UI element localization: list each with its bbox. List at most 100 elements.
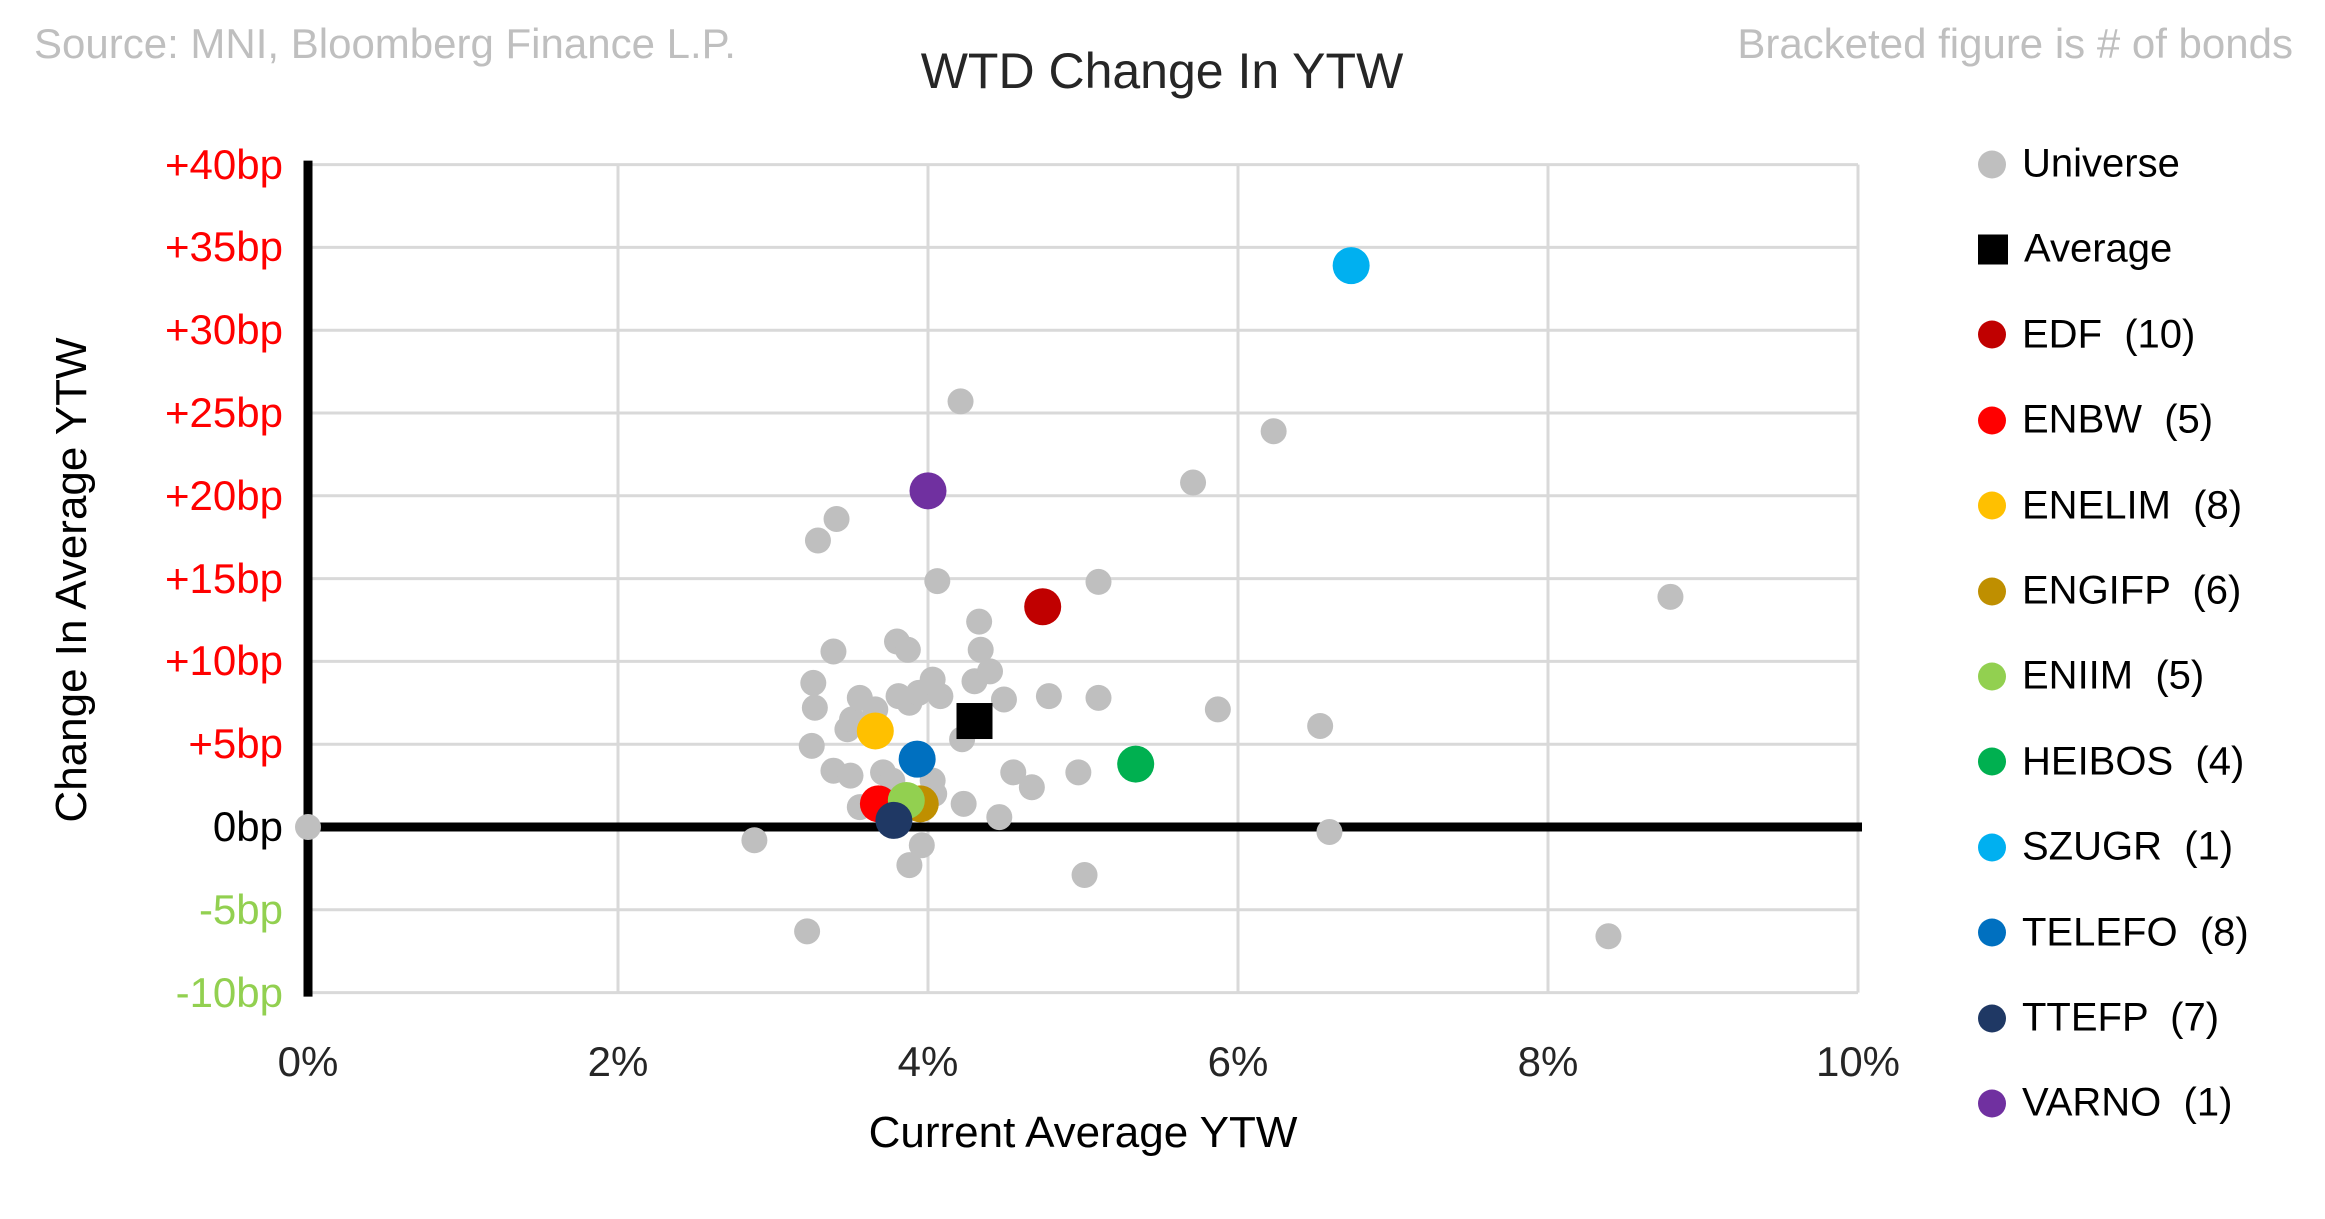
- legend-marker-circle-icon: [1978, 406, 2006, 435]
- legend-item-telefo: TELEFO (8): [1978, 910, 2249, 955]
- y-tick-label: +5bp: [188, 720, 283, 768]
- data-point-varno: [909, 472, 947, 510]
- legend-marker-circle-icon: [1978, 662, 2006, 691]
- legend-label: Average: [2024, 226, 2173, 271]
- legend-marker-circle-icon: [1978, 150, 2006, 178]
- x-tick-label: 6%: [1207, 1038, 1269, 1085]
- legend-label: TTEFP (7): [2022, 995, 2220, 1040]
- data-point-universe: [1018, 774, 1045, 801]
- y-tick-label: +15bp: [165, 554, 283, 602]
- y-tick-label: 0bp: [212, 803, 283, 850]
- data-point-universe: [894, 636, 921, 663]
- legend-item-average: Average: [1978, 227, 2172, 272]
- data-point-universe: [295, 814, 321, 840]
- data-point-universe: [741, 827, 768, 854]
- data-point-universe: [804, 527, 831, 554]
- data-point-universe: [801, 694, 828, 721]
- legend-label: ENELIM (8): [2022, 483, 2243, 528]
- y-tick-label: +35bp: [165, 223, 283, 271]
- y-tick-label: +10bp: [165, 637, 283, 685]
- legend-item-heibos: HEIBOS (4): [1978, 739, 2244, 784]
- data-point-average: [956, 703, 993, 740]
- x-tick-label: 2%: [587, 1038, 649, 1085]
- x-tick-label: 4%: [897, 1038, 959, 1085]
- x-axis-title: Current Average YTW: [868, 1108, 1298, 1157]
- data-point-universe: [950, 790, 977, 817]
- data-point-universe: [967, 636, 994, 663]
- legend-item-enbw: ENBW (5): [1978, 398, 2213, 443]
- legend-marker-circle-icon: [1978, 918, 2006, 947]
- data-point-szugr: [1332, 247, 1370, 285]
- data-point-universe: [1204, 696, 1231, 723]
- legend-label: VARNO (1): [2022, 1080, 2233, 1125]
- data-point-universe: [947, 388, 974, 415]
- data-point-universe: [896, 852, 923, 879]
- data-point-universe: [846, 684, 873, 711]
- x-tick-label: 0%: [277, 1038, 339, 1085]
- legend-item-universe: Universe: [1978, 142, 2180, 187]
- source-note: Source: MNI, Bloomberg Finance L.P.: [34, 20, 736, 67]
- chart-title: WTD Change In YTW: [920, 43, 1404, 99]
- y-tick-label: +40bp: [165, 140, 283, 188]
- legend-marker-circle-icon: [1978, 1004, 2006, 1032]
- legend-marker-circle-icon: [1978, 1089, 2006, 1118]
- legend-label: ENBW (5): [2022, 397, 2214, 442]
- data-point-heibos: [1117, 745, 1155, 783]
- data-point-universe: [1000, 759, 1027, 786]
- y-axis-title: Change In Average YTW: [47, 337, 96, 823]
- legend-marker-circle-icon: [1978, 491, 2006, 520]
- legend-item-edf: EDF (10): [1978, 312, 2195, 357]
- data-point-universe: [1071, 862, 1098, 889]
- data-point-ttefp: [875, 801, 913, 839]
- data-point-edf: [1024, 588, 1062, 626]
- data-point-telefo: [898, 740, 936, 778]
- data-point-universe: [908, 832, 935, 859]
- data-point-universe: [800, 669, 827, 696]
- y-tick-label: +30bp: [165, 306, 283, 354]
- legend-marker-circle-icon: [1978, 577, 2006, 605]
- data-point-universe: [927, 683, 954, 710]
- legend-label: ENGIFP (6): [2022, 568, 2242, 613]
- data-point-universe: [1316, 818, 1343, 845]
- data-point-universe: [1035, 683, 1062, 710]
- legend-label: ENIIM (5): [2022, 653, 2205, 698]
- data-point-universe: [1065, 759, 1092, 786]
- legend-marker-circle-icon: [1978, 320, 2006, 349]
- x-tick-label: 8%: [1517, 1038, 1579, 1085]
- data-point-universe: [1180, 469, 1207, 496]
- data-point-universe: [990, 686, 1017, 713]
- data-point-universe: [986, 804, 1013, 831]
- data-point-universe: [837, 762, 864, 789]
- data-point-universe: [794, 918, 821, 945]
- data-point-universe: [966, 608, 993, 635]
- y-tick-label: -5bp: [198, 885, 283, 933]
- data-point-universe: [1307, 712, 1334, 739]
- legend-item-szugr: SZUGR (1): [1978, 825, 2233, 870]
- data-point-universe: [1260, 418, 1287, 445]
- legend-label: TELEFO (8): [2022, 910, 2249, 955]
- data-point-universe: [1085, 568, 1112, 595]
- legend-item-engifp: ENGIFP (6): [1978, 569, 2241, 614]
- bonds-note: Bracketed figure is # of bonds: [1737, 20, 2293, 67]
- y-tick-label: +25bp: [165, 389, 283, 436]
- legend-label: EDF (10): [2022, 312, 2196, 357]
- legend-item-eniim: ENIIM (5): [1978, 654, 2204, 699]
- legend-marker-circle-icon: [1978, 747, 2006, 776]
- data-point-universe: [977, 658, 1003, 685]
- data-point-universe: [820, 638, 847, 665]
- legend-item-ttefp: TTEFP (7): [1978, 996, 2219, 1041]
- legend-item-enelim: ENELIM (8): [1978, 483, 2242, 528]
- y-tick-label: +20bp: [165, 471, 283, 519]
- data-point-universe: [798, 732, 825, 759]
- data-point-universe: [823, 505, 850, 532]
- data-point-enelim: [856, 712, 894, 750]
- legend-label: Universe: [2022, 141, 2180, 186]
- data-point-universe: [1085, 684, 1112, 711]
- legend-label: HEIBOS (4): [2022, 739, 2245, 784]
- data-point-universe: [1657, 583, 1684, 610]
- legend-label: SZUGR (1): [2022, 824, 2234, 869]
- data-point-universe: [924, 568, 951, 595]
- data-point-universe: [1595, 923, 1622, 950]
